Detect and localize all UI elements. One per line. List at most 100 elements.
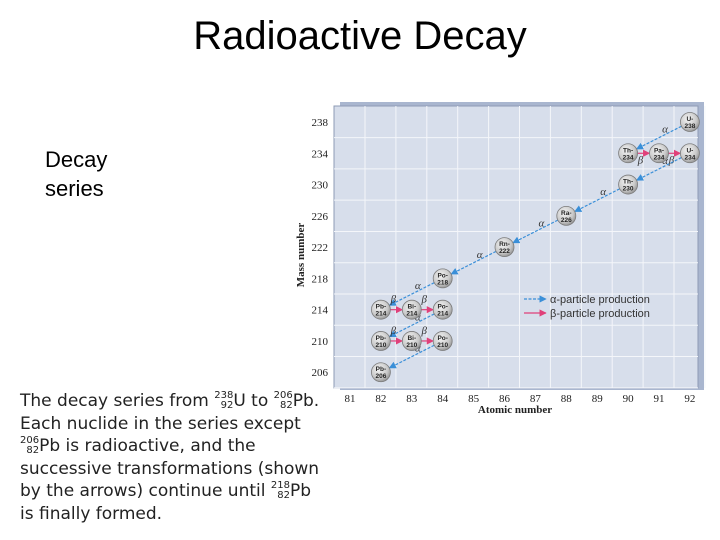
nuclide-nodes: U-238Th-234Pa-234U-234Th-230Ra-226Rn-222… <box>370 112 700 383</box>
pb206-notation: 206 82 <box>273 390 293 411</box>
y-tick-label: 238 <box>312 117 329 129</box>
y-tick-label: 234 <box>312 148 329 160</box>
alpha-transition-arrow <box>388 313 435 338</box>
y-tick-labels: 238 234 230 226 222 218 214 210 206 <box>312 117 329 379</box>
nuclide-node: Pb-206 <box>370 362 391 383</box>
nuclide-mass: 234 <box>623 154 634 161</box>
nuclide-mass: 226 <box>561 217 572 224</box>
nuclide-mass: 210 <box>406 342 417 349</box>
nuclide-mass: 222 <box>499 248 510 255</box>
nuclide-symbol: U- <box>686 116 693 123</box>
nuclide-symbol: Po- <box>437 304 447 311</box>
nuclide-symbol: Ra- <box>561 210 571 217</box>
side-label: Decay series <box>45 145 107 203</box>
nuclide-circle <box>556 205 577 226</box>
y-tick-label: 226 <box>312 211 329 223</box>
nuclide-circle <box>370 331 391 351</box>
nuclide-node: Po-210 <box>432 331 453 351</box>
nuclide-circle <box>649 143 669 164</box>
nuclide-circle <box>680 112 700 132</box>
alpha-transition-arrow <box>635 157 682 181</box>
nuclide-circle <box>401 299 422 320</box>
side-label-line1: Decay <box>45 147 108 172</box>
caption-text-2: Each nuclide in the series except <box>20 413 301 434</box>
alpha-label: α <box>662 124 668 136</box>
x-tick-label: 88 <box>561 393 573 405</box>
caption-pb-symbol: Pb. <box>292 391 320 411</box>
nuclide-node: Pb-214 <box>370 299 391 320</box>
legend: α-particle production β-particle producti… <box>524 294 650 320</box>
legend-label: β-particle production <box>550 308 650 320</box>
side-label-line2: series <box>45 176 104 201</box>
x-tick-label: 90 <box>623 393 635 405</box>
alpha-transition-arrow <box>635 125 682 150</box>
alpha-transition-arrow <box>450 250 497 275</box>
caption-u-symbol: U to <box>233 391 274 411</box>
y-axis-label: Mass number <box>295 223 307 288</box>
figure-caption: The decay series from 238 92 U to 206 82 Pb.… <box>20 390 320 525</box>
pb218-notation: 218 82 <box>270 480 290 501</box>
nuclide-symbol: Pb- <box>376 366 386 373</box>
nuclide-node: Po-214 <box>432 299 453 320</box>
nuclide-node: Th-230 <box>618 174 638 195</box>
alpha-label: α <box>415 280 421 292</box>
nuclide-symbol: Pb- <box>376 335 386 342</box>
x-tick-label: 87 <box>530 393 542 405</box>
caption-text-1: The decay series from <box>20 391 215 411</box>
x-tick-label: 92 <box>684 393 695 405</box>
x-tick-label: 91 <box>654 393 665 405</box>
nuclide-node: Bi-210 <box>401 331 422 351</box>
x-tick-label: 83 <box>406 393 418 405</box>
nuclide-symbol: Th- <box>623 179 633 186</box>
beta-label: β <box>637 154 644 166</box>
x-tick-label: 82 <box>375 393 386 405</box>
nuclide-circle <box>370 362 391 383</box>
y-tick-label: 222 <box>312 242 329 254</box>
y-tick-label: 210 <box>312 336 329 348</box>
nuclide-mass: 230 <box>623 186 634 193</box>
nuclide-symbol: U- <box>686 147 693 154</box>
nuclide-circle <box>401 331 422 351</box>
nuclide-mass: 206 <box>375 373 386 380</box>
nuclide-circle <box>618 143 638 164</box>
nuclide-mass: 210 <box>437 342 448 349</box>
nuclide-circle <box>494 237 515 258</box>
nuclide-mass: 214 <box>375 311 386 318</box>
nuclide-node: Ra-226 <box>556 205 577 226</box>
nuclide-mass: 214 <box>437 311 448 318</box>
nuclide-node: Th-234 <box>618 143 638 164</box>
nuclide-node: Pa-234 <box>649 143 669 164</box>
caption-text-4: Pb is finally formed. <box>20 481 312 524</box>
alpha-label: α <box>477 249 483 261</box>
legend-label: α-particle production <box>550 294 650 306</box>
page-title: Radioactive Decay <box>193 14 527 58</box>
beta-label: β <box>421 325 428 337</box>
nuclide-node: Bi-214 <box>401 299 422 320</box>
nuclide-symbol: Pb- <box>376 304 386 311</box>
caption-text-3: Pb is radioactive, and the successive tr… <box>20 436 320 501</box>
y-tick-label: 230 <box>312 180 329 192</box>
u238-notation: 238 92 <box>214 390 234 411</box>
nuclide-mass: 210 <box>375 342 386 349</box>
alpha-label: α <box>539 217 545 229</box>
nuclide-circle <box>370 299 391 320</box>
nuclide-symbol: Po- <box>437 335 447 342</box>
alpha-transition-arrow <box>388 344 435 369</box>
x-tick-label: 86 <box>499 393 511 405</box>
nuclide-symbol: Po- <box>437 272 447 279</box>
x-tick-label: 84 <box>437 393 449 405</box>
beta-label: β <box>390 294 397 306</box>
nuclide-circle <box>432 331 453 351</box>
beta-label: β <box>668 154 675 166</box>
nuclide-node: Pb-210 <box>370 331 391 351</box>
nuclide-mass: 214 <box>406 311 417 318</box>
nuclide-circle <box>432 299 453 320</box>
nuclide-mass: 234 <box>654 154 665 161</box>
nuclide-node: U-238 <box>680 112 700 132</box>
beta-label: β <box>390 325 397 337</box>
nuclide-symbol: Rn- <box>499 241 510 248</box>
y-tick-label: 218 <box>312 273 329 285</box>
nuclide-node: Rn-222 <box>494 237 515 258</box>
x-axis-label: Atomic number <box>478 404 552 416</box>
alpha-transition-arrow <box>512 219 559 244</box>
